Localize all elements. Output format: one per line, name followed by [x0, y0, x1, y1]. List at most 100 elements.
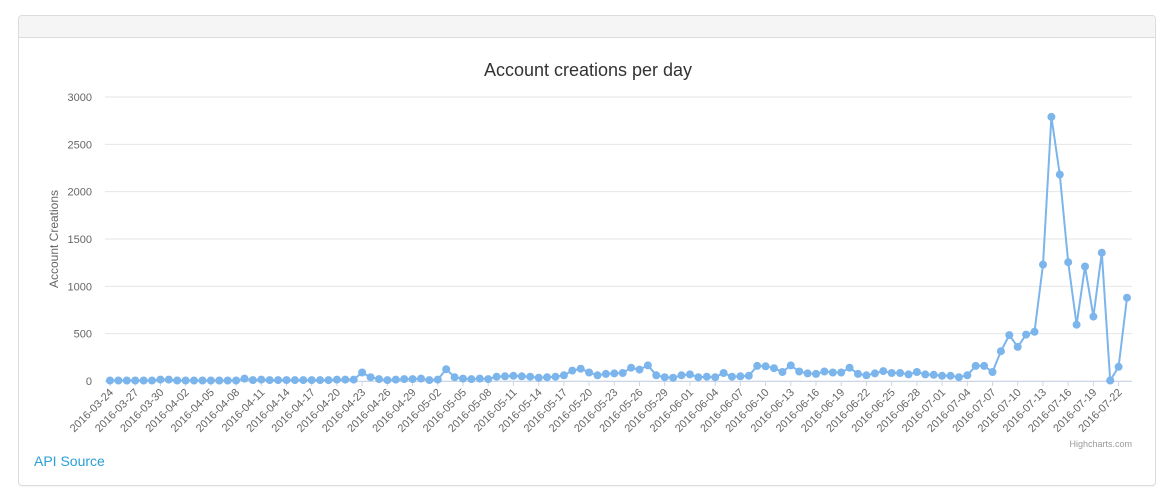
data-point[interactable] [744, 371, 753, 380]
data-point[interactable] [1005, 331, 1014, 340]
data-point[interactable] [366, 373, 375, 382]
data-point[interactable] [332, 375, 341, 384]
data-point[interactable] [1106, 376, 1115, 385]
data-point[interactable] [601, 369, 610, 378]
data-point[interactable] [450, 373, 459, 382]
data-point[interactable] [459, 374, 467, 383]
data-point[interactable] [963, 371, 972, 380]
data-point[interactable] [778, 368, 787, 376]
data-point[interactable] [341, 375, 350, 384]
data-point[interactable] [139, 376, 148, 385]
data-point[interactable] [845, 363, 854, 372]
data-point[interactable] [391, 375, 400, 384]
data-point[interactable] [954, 373, 963, 382]
data-point[interactable] [938, 371, 947, 380]
data-point[interactable] [753, 361, 762, 370]
data-point[interactable] [652, 371, 661, 380]
data-point[interactable] [375, 375, 383, 384]
data-point[interactable] [1030, 327, 1039, 336]
data-point[interactable] [517, 372, 526, 381]
data-point[interactable] [568, 366, 577, 375]
data-point[interactable] [1072, 320, 1081, 329]
data-point[interactable] [610, 369, 619, 378]
data-point[interactable] [148, 376, 156, 385]
data-point[interactable] [1064, 258, 1073, 267]
data-point[interactable] [190, 376, 198, 385]
data-point[interactable] [728, 372, 736, 381]
data-point[interactable] [324, 376, 333, 385]
data-point[interactable] [980, 361, 989, 370]
data-point[interactable] [904, 370, 913, 379]
data-point[interactable] [912, 368, 921, 376]
data-point[interactable] [887, 369, 896, 377]
data-point[interactable] [635, 365, 644, 374]
data-point[interactable] [383, 376, 392, 385]
data-point[interactable] [559, 371, 568, 380]
data-point[interactable] [996, 347, 1005, 356]
data-point[interactable] [290, 376, 299, 385]
data-point[interactable] [358, 368, 367, 377]
data-point[interactable] [828, 368, 837, 377]
data-point[interactable] [164, 375, 173, 384]
data-point[interactable] [643, 361, 652, 370]
data-point[interactable] [492, 372, 501, 381]
data-point[interactable] [761, 362, 770, 371]
data-point[interactable] [400, 375, 409, 384]
data-point[interactable] [425, 376, 434, 385]
data-point[interactable] [711, 373, 720, 382]
data-point[interactable] [114, 376, 123, 385]
data-point[interactable] [1081, 262, 1089, 271]
data-point[interactable] [1123, 293, 1131, 302]
data-point[interactable] [896, 369, 905, 377]
data-point[interactable] [971, 361, 980, 370]
data-point[interactable] [349, 375, 358, 384]
data-point[interactable] [156, 375, 165, 384]
data-point[interactable] [719, 369, 728, 377]
data-point[interactable] [131, 376, 140, 385]
data-point[interactable] [669, 373, 678, 382]
data-point[interactable] [585, 368, 594, 377]
data-point[interactable] [299, 376, 308, 385]
data-point[interactable] [543, 373, 552, 382]
data-point[interactable] [770, 364, 778, 373]
data-point[interactable] [660, 373, 669, 382]
data-point[interactable] [921, 370, 930, 379]
data-point[interactable] [501, 372, 509, 381]
data-point[interactable] [240, 374, 249, 383]
data-point[interactable] [576, 364, 585, 373]
data-point[interactable] [534, 373, 543, 382]
data-point[interactable] [232, 376, 241, 385]
data-point[interactable] [1047, 112, 1056, 121]
data-point[interactable] [223, 376, 232, 385]
data-point[interactable] [274, 376, 283, 385]
data-point[interactable] [316, 376, 325, 385]
data-point[interactable] [862, 371, 871, 380]
api-source-link[interactable]: API Source [34, 453, 105, 469]
data-point[interactable] [475, 374, 484, 383]
data-point[interactable] [417, 374, 425, 383]
data-point[interactable] [1013, 342, 1022, 351]
data-point[interactable] [627, 363, 636, 372]
data-point[interactable] [484, 375, 493, 384]
data-point[interactable] [593, 371, 602, 380]
data-point[interactable] [837, 368, 846, 377]
data-point[interactable] [702, 372, 711, 381]
data-point[interactable] [618, 369, 627, 377]
data-point[interactable] [215, 376, 224, 385]
data-point[interactable] [198, 376, 207, 385]
data-point[interactable] [442, 365, 451, 374]
data-point[interactable] [206, 376, 215, 385]
data-point[interactable] [786, 361, 795, 370]
data-point[interactable] [1022, 330, 1031, 339]
data-point[interactable] [946, 371, 955, 380]
data-point[interactable] [551, 372, 560, 381]
data-point[interactable] [929, 370, 938, 379]
data-point[interactable] [433, 375, 442, 384]
data-point[interactable] [467, 375, 476, 384]
data-point[interactable] [257, 375, 266, 384]
data-point[interactable] [736, 372, 745, 381]
data-point[interactable] [173, 376, 182, 385]
highcharts-credits[interactable]: Highcharts.com [1069, 439, 1132, 449]
data-point[interactable] [248, 376, 257, 385]
data-point[interactable] [509, 371, 518, 380]
